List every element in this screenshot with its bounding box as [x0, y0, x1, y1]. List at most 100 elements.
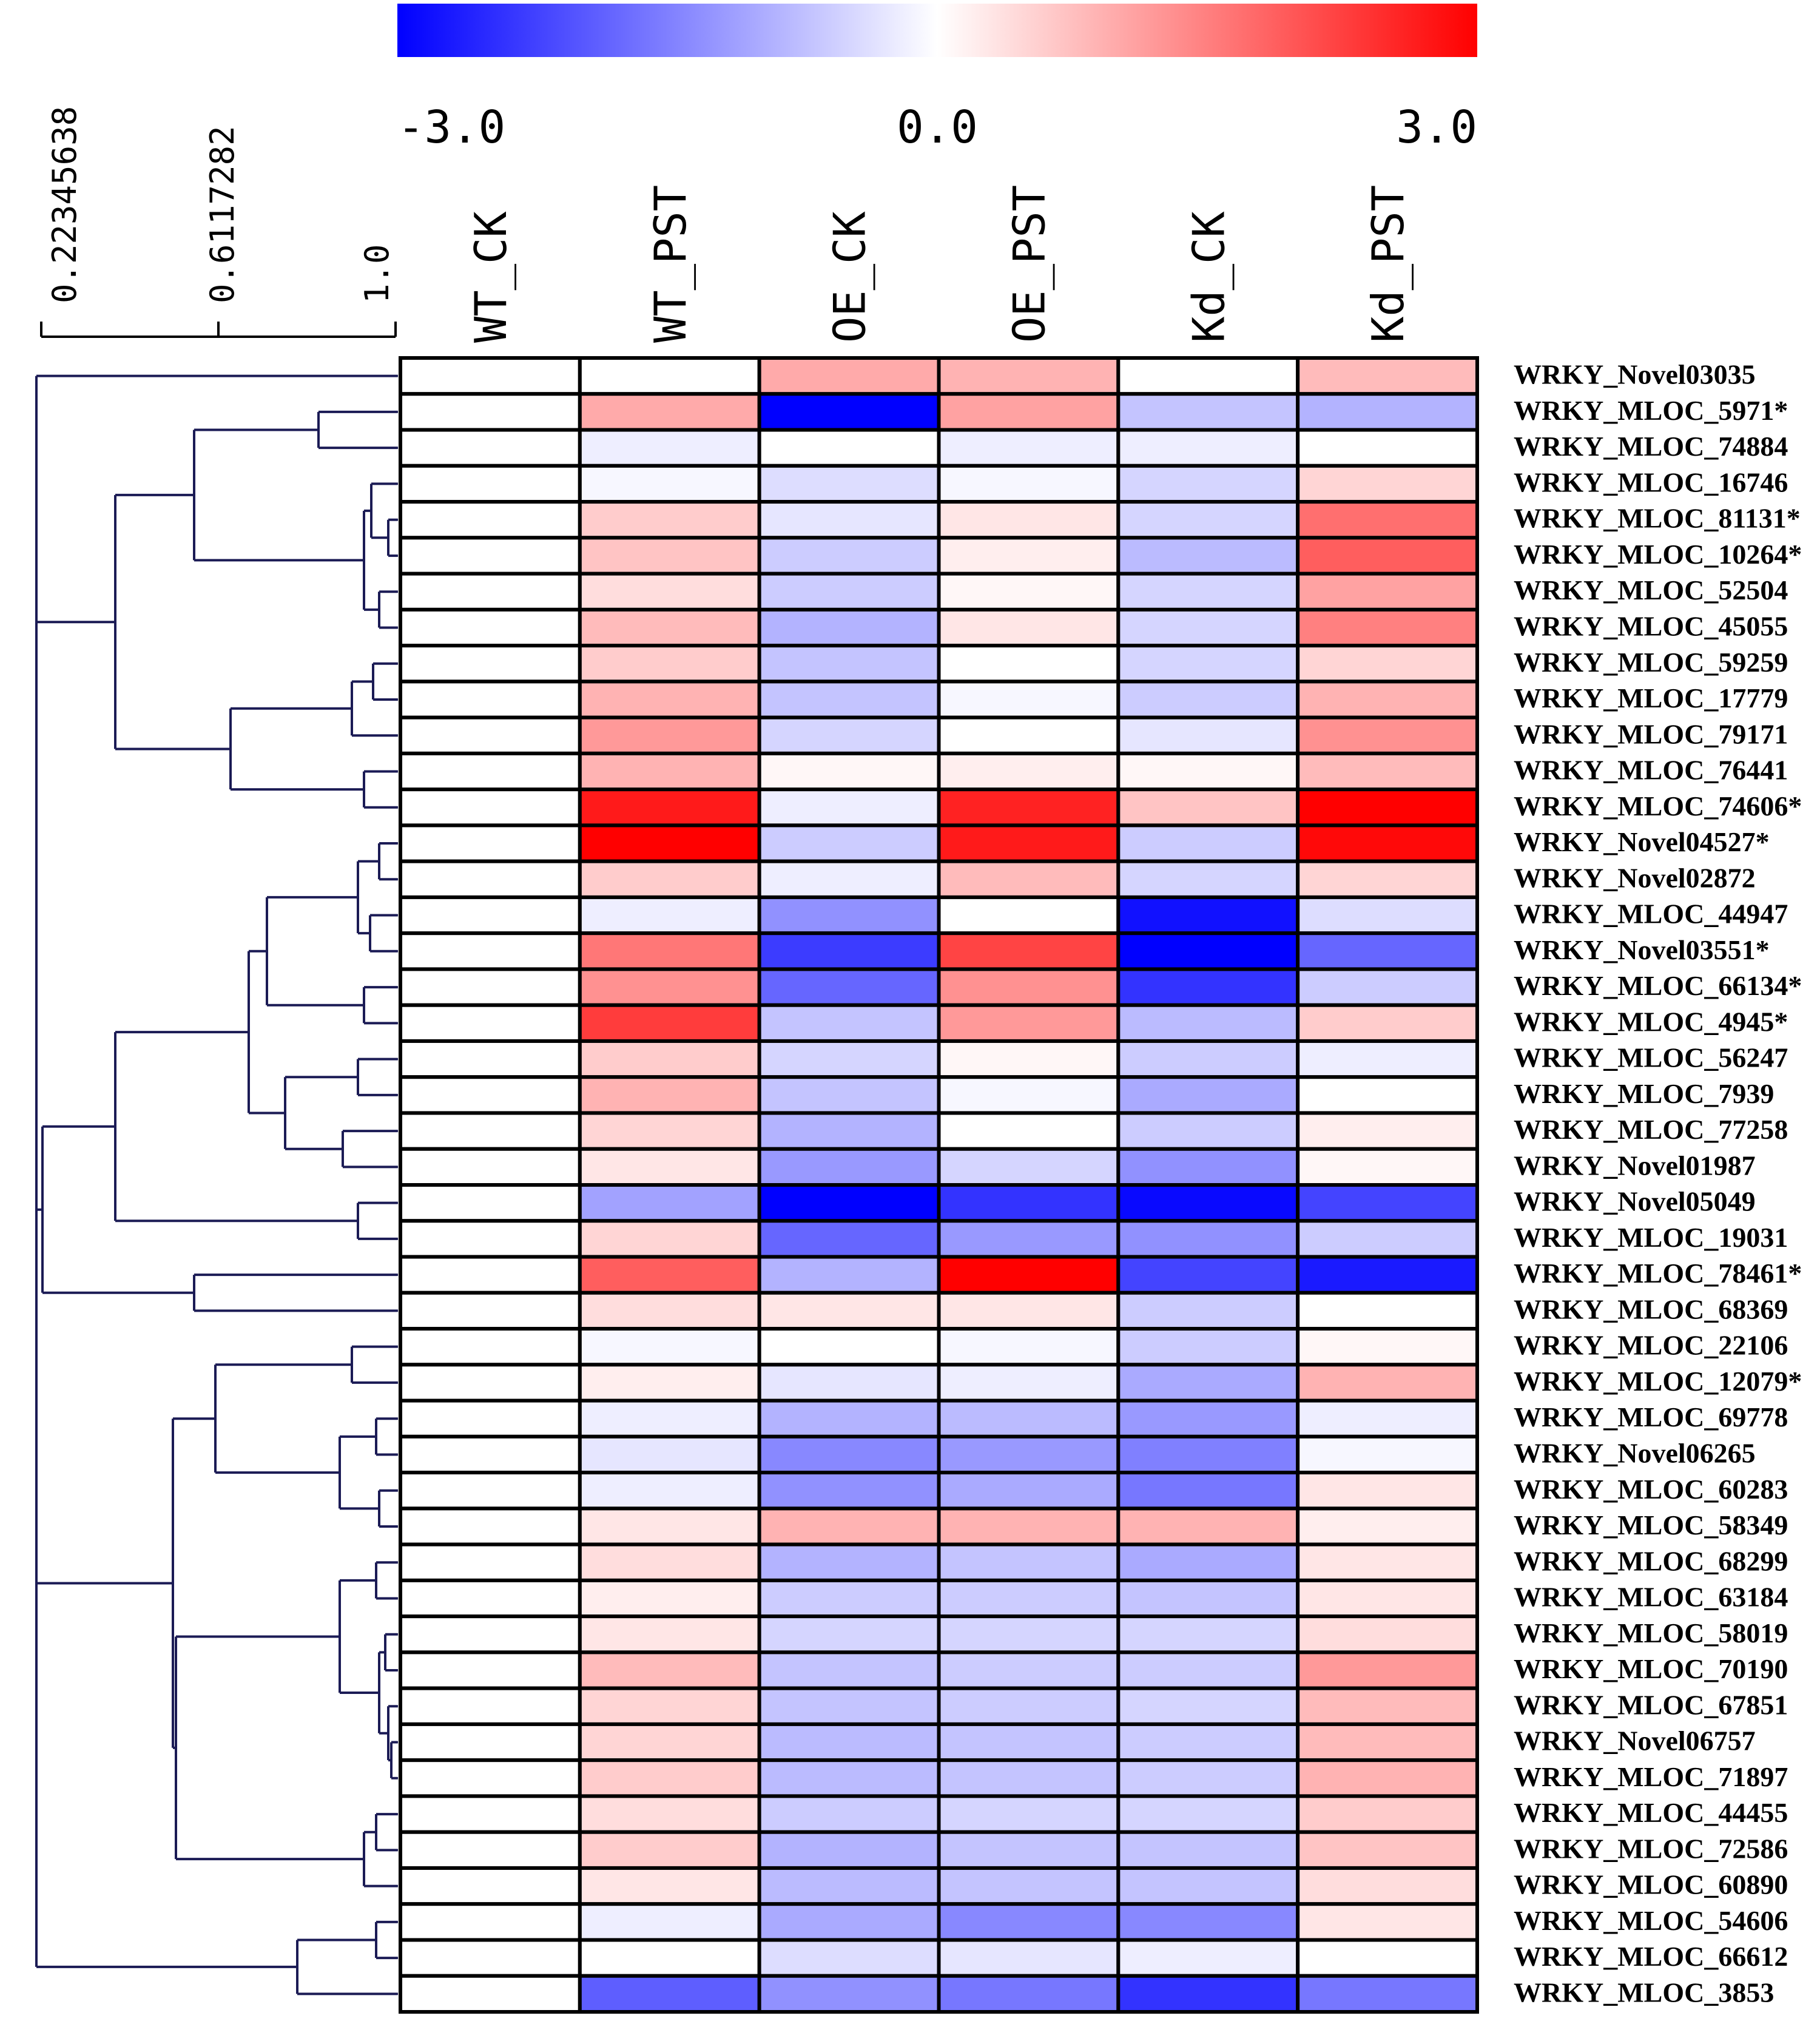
- heatmap-cell: [399, 572, 582, 612]
- heatmap-cell: [1296, 1794, 1480, 1834]
- row-label: WRKY_MLOC_45055: [1514, 610, 1788, 641]
- heatmap-cell: [1116, 1866, 1300, 1906]
- row-label: WRKY_MLOC_78461*: [1514, 1258, 1802, 1289]
- heatmap-cell: [399, 500, 582, 540]
- heatmap-cell: [757, 644, 941, 684]
- heatmap-cell: [1296, 1542, 1480, 1582]
- heatmap-cell: [937, 1255, 1121, 1295]
- heatmap-cell: [1116, 1650, 1300, 1690]
- heatmap-cell: [399, 895, 582, 936]
- heatmap-cell: [578, 1003, 761, 1043]
- heatmap-cell: [578, 931, 761, 971]
- row-label: WRKY_MLOC_70190: [1514, 1653, 1788, 1684]
- heatmap-cell: [937, 1363, 1121, 1403]
- heatmap-cell: [937, 1327, 1121, 1367]
- row-label: WRKY_MLOC_22106: [1514, 1330, 1788, 1361]
- heatmap-cell: [937, 823, 1121, 863]
- heatmap-cell: [1116, 1506, 1300, 1547]
- heatmap-cell: [1116, 1614, 1300, 1655]
- row-label: WRKY_MLOC_17779: [1514, 683, 1788, 713]
- heatmap-cell: [399, 967, 582, 1007]
- heatmap-cell: [1296, 1578, 1480, 1619]
- row-label: WRKY_MLOC_58019: [1514, 1618, 1788, 1648]
- heatmap-cell: [937, 1938, 1121, 1978]
- heatmap-cell: [578, 1578, 761, 1619]
- heatmap-cell: [757, 1830, 941, 1870]
- heatmap-cell: [937, 1794, 1121, 1834]
- heatmap-cell: [1116, 1255, 1300, 1295]
- heatmap-cell: [757, 895, 941, 936]
- column-label: WT_CK: [465, 211, 516, 343]
- heatmap-cell: [757, 1722, 941, 1763]
- heatmap-cell: [399, 1471, 582, 1511]
- heatmap-cell: [578, 1614, 761, 1655]
- heatmap-cell: [937, 1290, 1121, 1331]
- dendrogram-tick-label: 0.22345638: [46, 106, 84, 303]
- heatmap-cell: [1116, 859, 1300, 899]
- row-label: WRKY_MLOC_67851: [1514, 1689, 1788, 1720]
- heatmap-cell: [937, 1398, 1121, 1439]
- heatmap-cell: [1296, 1830, 1480, 1870]
- row-label: WRKY_MLOC_66134*: [1514, 970, 1802, 1001]
- heatmap-cell: [1296, 1866, 1480, 1906]
- heatmap-cell: [399, 607, 582, 648]
- heatmap-cell: [937, 428, 1121, 468]
- heatmap-cell: [937, 1974, 1121, 2014]
- heatmap-cell: [1116, 572, 1300, 612]
- heatmap-cell: [1296, 895, 1480, 936]
- row-label: WRKY_MLOC_54606: [1514, 1905, 1788, 1936]
- heatmap-cell: [937, 1830, 1121, 1870]
- heatmap-cell: [578, 751, 761, 792]
- heatmap-cell: [757, 1578, 941, 1619]
- heatmap-cell: [937, 859, 1121, 899]
- heatmap-cell: [399, 1686, 582, 1726]
- heatmap-cell: [578, 1434, 761, 1475]
- heatmap-cell: [1116, 536, 1300, 576]
- heatmap-cell: [1296, 1290, 1480, 1331]
- heatmap-cell: [937, 1075, 1121, 1115]
- heatmap-cell: [757, 536, 941, 576]
- heatmap-cell: [399, 823, 582, 863]
- column-label: OE_PST: [1003, 185, 1054, 343]
- heatmap-cell: [937, 715, 1121, 755]
- heatmap-cell: [1116, 895, 1300, 936]
- row-label: WRKY_Novel01987: [1514, 1150, 1756, 1181]
- heatmap-cell: [399, 1794, 582, 1834]
- heatmap-cell: [937, 500, 1121, 540]
- heatmap-cell: [1296, 1039, 1480, 1079]
- heatmap-cell: [1116, 1398, 1300, 1439]
- heatmap-cell: [1296, 1471, 1480, 1511]
- heatmap-cell: [1116, 464, 1300, 504]
- heatmap-cell: [578, 1111, 761, 1151]
- heatmap-cell: [1296, 392, 1480, 432]
- heatmap-cell: [1296, 1434, 1480, 1475]
- heatmap-cell: [1296, 1219, 1480, 1259]
- heatmap-cell: [399, 1183, 582, 1223]
- heatmap-cell: [937, 1758, 1121, 1798]
- heatmap-cell: [1296, 751, 1480, 792]
- heatmap-cell: [1296, 1363, 1480, 1403]
- heatmap-cell: [937, 1111, 1121, 1151]
- heatmap-cell: [1116, 1578, 1300, 1619]
- heatmap-cell: [757, 680, 941, 720]
- heatmap-cell: [1296, 788, 1480, 828]
- heatmap-cell: [399, 536, 582, 576]
- heatmap-cell: [757, 1758, 941, 1798]
- heatmap-cell: [399, 1255, 582, 1295]
- heatmap-cell: [578, 1255, 761, 1295]
- row-label: WRKY_MLOC_69778: [1514, 1402, 1788, 1432]
- heatmap-cell: [1296, 1722, 1480, 1763]
- heatmap-cell: [578, 1722, 761, 1763]
- row-label: WRKY_MLOC_4945*: [1514, 1006, 1788, 1037]
- dendrogram-tick-label: 1.0: [358, 244, 396, 303]
- column-label: WT_PST: [645, 185, 696, 343]
- heatmap-cell: [1296, 1938, 1480, 1978]
- heatmap-cell: [399, 1219, 582, 1259]
- row-dendrogram: [35, 374, 398, 1995]
- heatmap-cell: [937, 1147, 1121, 1187]
- heatmap-cell: [937, 1578, 1121, 1619]
- heatmap-cell: [937, 751, 1121, 792]
- heatmap-cell: [757, 1111, 941, 1151]
- heatmap-cell: [399, 1650, 582, 1690]
- row-label: WRKY_Novel03035: [1514, 359, 1756, 390]
